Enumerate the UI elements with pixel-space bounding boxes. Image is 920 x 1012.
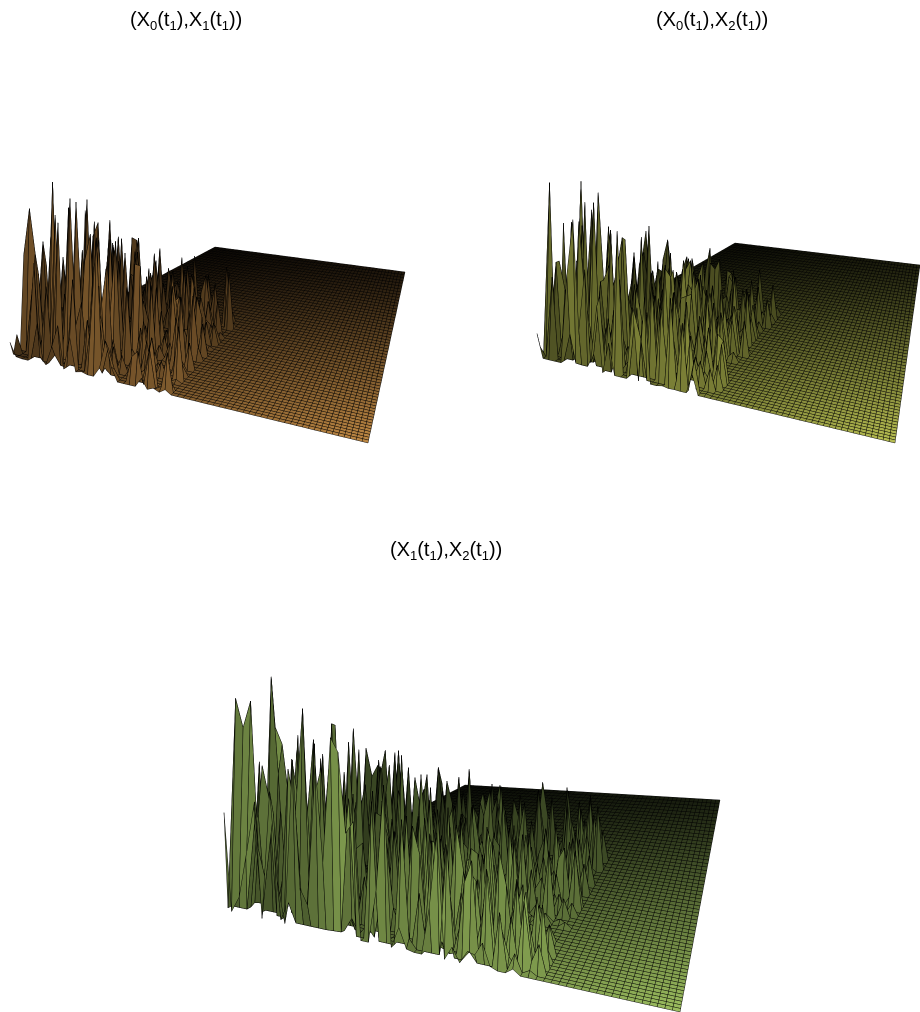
surface-mesh bbox=[536, 181, 920, 444]
surface-panel-x0-x1: (X0(t1),X1(t1)) bbox=[0, 0, 420, 460]
surface-panel-x0-x2: (X0(t1),X2(t1)) bbox=[520, 0, 920, 460]
surface-plot bbox=[536, 181, 920, 444]
surface-plot bbox=[9, 182, 406, 444]
surface-mesh bbox=[9, 182, 406, 444]
panel-title: (X0(t1),X1(t1)) bbox=[130, 9, 243, 33]
